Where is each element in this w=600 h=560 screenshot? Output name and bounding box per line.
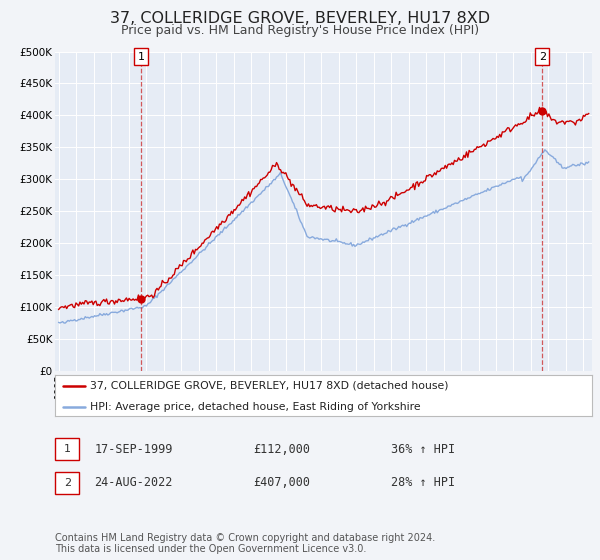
Text: HPI: Average price, detached house, East Riding of Yorkshire: HPI: Average price, detached house, East…	[90, 402, 421, 412]
Text: £112,000: £112,000	[253, 442, 310, 456]
Text: Contains HM Land Registry data © Crown copyright and database right 2024.
This d: Contains HM Land Registry data © Crown c…	[55, 533, 436, 554]
Text: 2: 2	[539, 52, 546, 62]
Text: 36% ↑ HPI: 36% ↑ HPI	[391, 442, 455, 456]
Text: £407,000: £407,000	[253, 476, 310, 489]
Text: Price paid vs. HM Land Registry's House Price Index (HPI): Price paid vs. HM Land Registry's House …	[121, 24, 479, 37]
Text: 17-SEP-1999: 17-SEP-1999	[94, 442, 173, 456]
Text: 37, COLLERIDGE GROVE, BEVERLEY, HU17 8XD: 37, COLLERIDGE GROVE, BEVERLEY, HU17 8XD	[110, 11, 490, 26]
Text: 1: 1	[64, 444, 71, 454]
Text: 2: 2	[64, 478, 71, 488]
Text: 24-AUG-2022: 24-AUG-2022	[94, 476, 173, 489]
Text: 37, COLLERIDGE GROVE, BEVERLEY, HU17 8XD (detached house): 37, COLLERIDGE GROVE, BEVERLEY, HU17 8XD…	[90, 381, 449, 391]
Text: 28% ↑ HPI: 28% ↑ HPI	[391, 476, 455, 489]
Text: 1: 1	[138, 52, 145, 62]
